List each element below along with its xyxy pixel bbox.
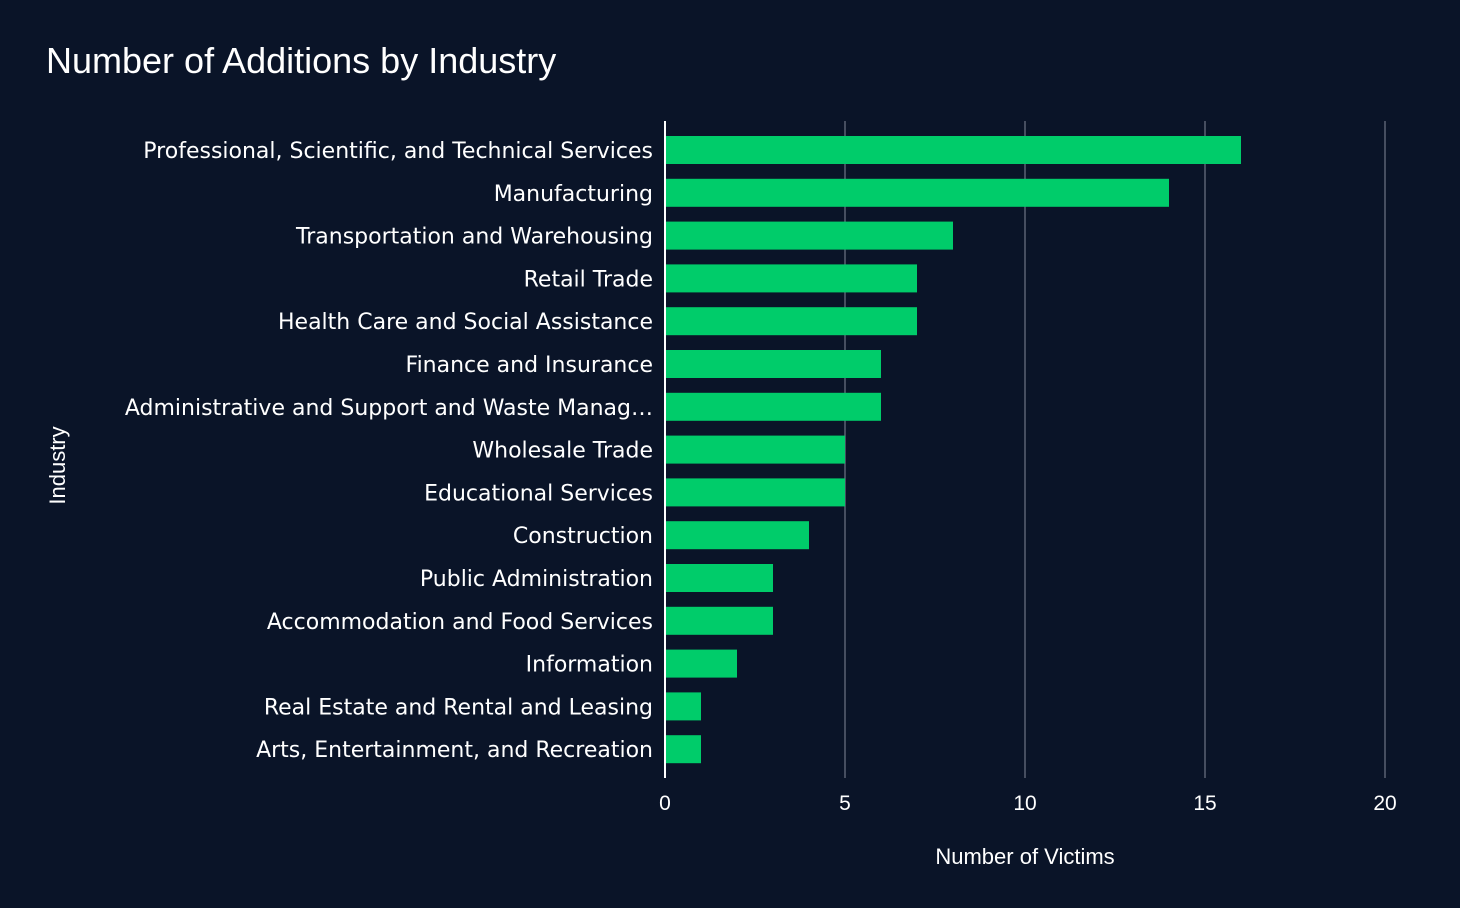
category-label: Administrative and Support and Waste Man… [125,396,653,421]
category-label: Real Estate and Rental and Leasing [264,695,653,720]
category-label: Health Care and Social Assistance [278,310,653,335]
category-label: Manufacturing [494,182,653,207]
category-label: Finance and Insurance [406,353,653,378]
x-tick-label: 15 [1193,792,1216,815]
bar [665,521,809,550]
category-label: Accommodation and Food Services [267,610,653,635]
category-label: Construction [513,524,653,549]
x-tick-label: 10 [1013,792,1036,815]
category-label: Retail Trade [524,267,653,292]
bar [665,136,1241,164]
category-label: Wholesale Trade [472,439,653,464]
x-tick-label: 20 [1373,792,1396,815]
category-label: Public Administration [420,567,653,592]
chart-title: Number of Additions by Industry [46,40,557,81]
category-label: Educational Services [424,481,653,506]
bar [665,350,881,378]
bar [665,478,845,507]
bar [665,435,845,464]
category-label: Information [526,653,653,678]
bars [665,136,1241,764]
category-labels: Professional, Scientific, and Technical … [125,139,653,763]
bar [665,735,701,764]
x-tick-labels: 0 5 10 15 20 [659,792,1397,815]
category-label: Arts, Entertainment, and Recreation [256,738,653,763]
bar [665,264,917,293]
bar [665,307,917,336]
bar [665,649,737,678]
y-axis-title: Industry [45,426,70,504]
bar [665,564,773,592]
gridlines [844,121,1386,778]
category-label: Transportation and Warehousing [295,225,653,250]
x-axis-title: Number of Victims [935,844,1114,869]
bar [665,606,773,635]
bar [665,392,881,421]
bar [665,692,701,721]
category-label: Professional, Scientific, and Technical … [143,139,653,164]
bar [665,221,953,250]
x-tick-label: 0 [659,792,671,815]
x-tick-label: 5 [839,792,851,815]
bar [665,178,1169,207]
